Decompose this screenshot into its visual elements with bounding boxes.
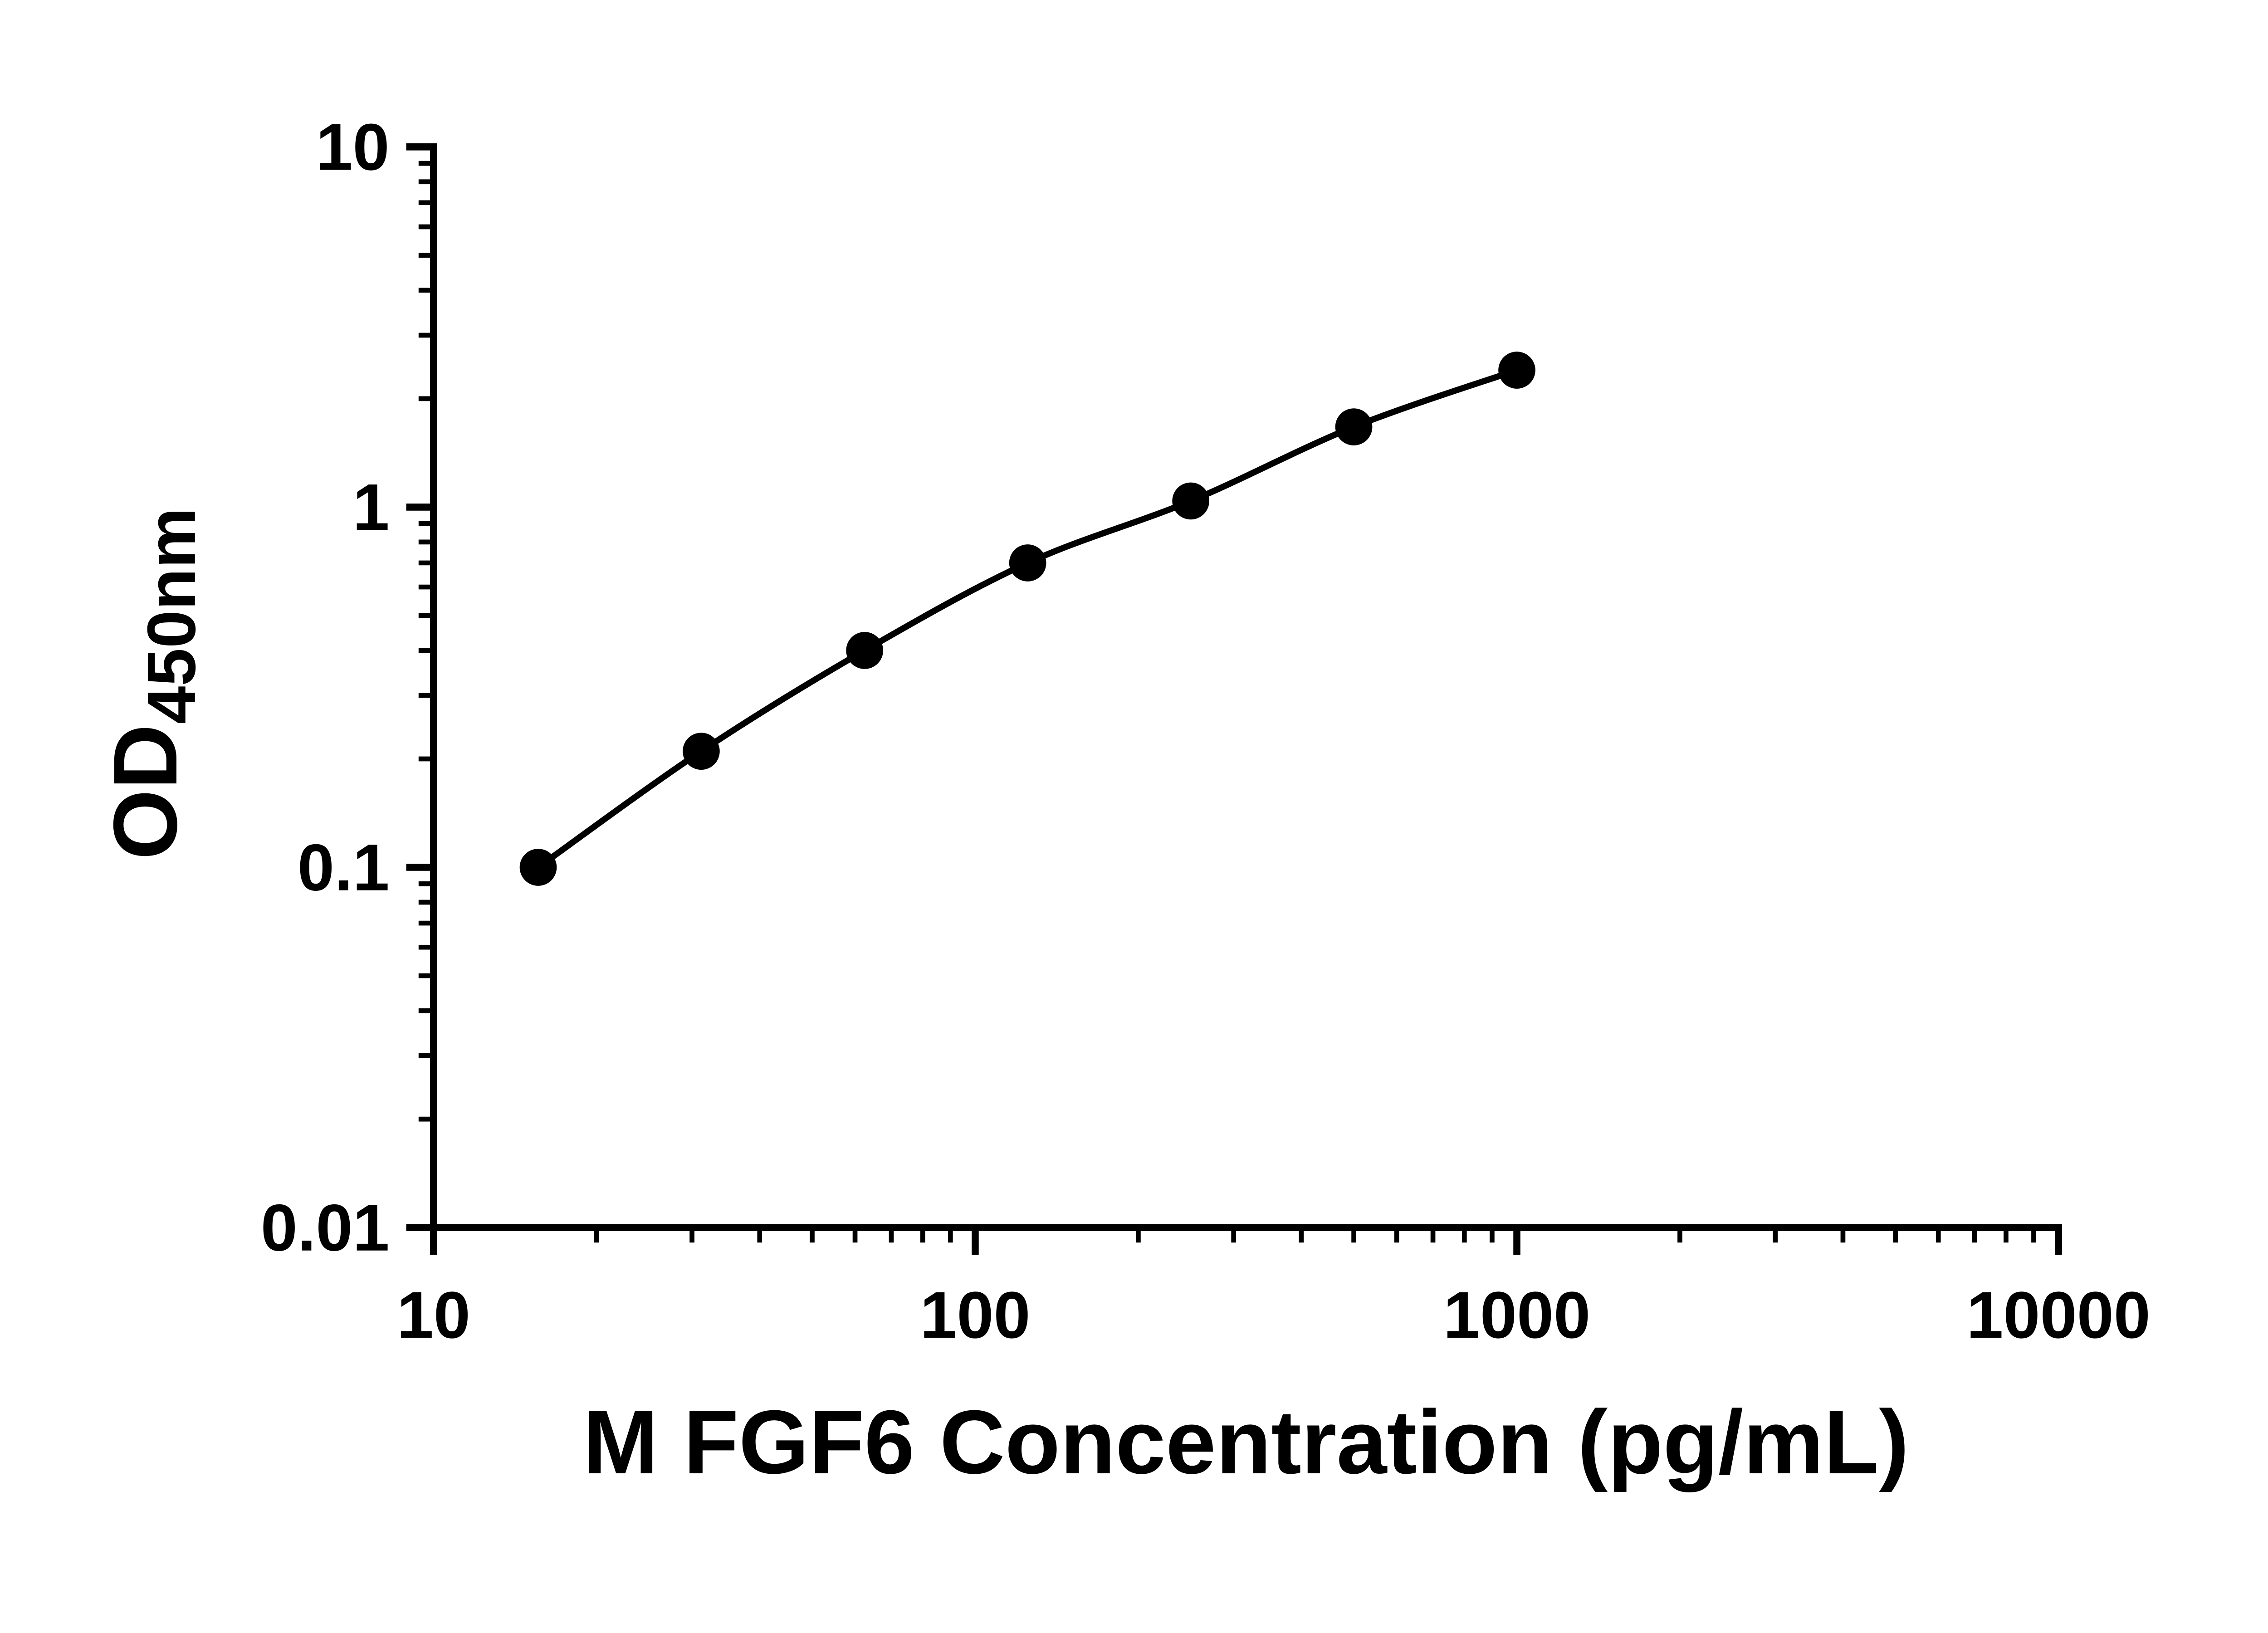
data-point [1172, 482, 1209, 520]
data-point [846, 632, 884, 669]
y-tick-label: 1 [352, 470, 389, 544]
data-point [1498, 352, 1535, 389]
elisa-standard-curve-figure: 10 100 1000 10000 10 1 0.1 0.01 M FGF6 Concentr… [95, 110, 2151, 1493]
chart-canvas: 10 100 1000 10000 10 1 0.1 0.01 M FGF6 Concentr… [95, 110, 2151, 1493]
data-point [519, 849, 557, 886]
x-tick-label: 10000 [1966, 1278, 2151, 1352]
y-tick-label: 10 [316, 110, 389, 184]
tick-labels: 10 100 1000 10000 10 1 0.1 0.01 [261, 110, 2151, 1352]
data-series [519, 352, 1535, 886]
y-axis-title-subscript: 450nm [133, 508, 210, 724]
data-point [683, 733, 720, 770]
axis-ticks [406, 143, 2062, 1255]
y-axis-title: OD450nm [95, 508, 210, 860]
y-tick-label: 0.1 [298, 831, 390, 905]
y-tick-label: 0.01 [261, 1191, 390, 1265]
data-point [1335, 408, 1373, 445]
x-axis-title: M FGF6 Concentration (pg/mL) [583, 1392, 1909, 1493]
standard-curve-line [536, 367, 1518, 870]
y-axis-title-main: OD [95, 724, 196, 860]
x-tick-label: 10 [397, 1278, 470, 1352]
x-tick-label: 100 [920, 1278, 1030, 1352]
axes [430, 143, 2062, 1231]
x-tick-label: 1000 [1443, 1278, 1590, 1352]
data-point [1009, 544, 1046, 582]
